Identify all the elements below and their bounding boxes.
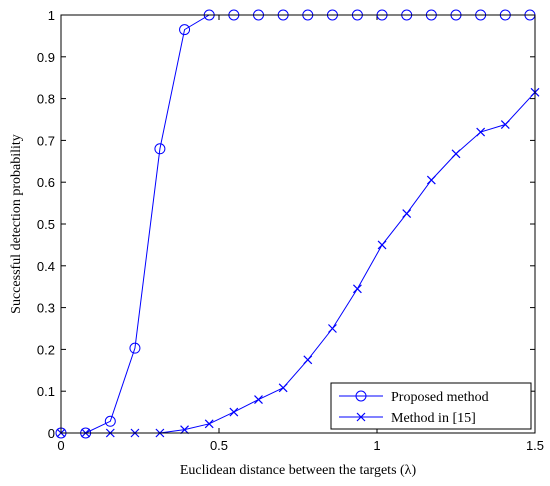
x-marker (500, 120, 510, 129)
circle-marker (179, 24, 191, 36)
x-tick-label: 0.5 (210, 438, 228, 453)
x-marker (451, 149, 461, 159)
legend-marker (355, 390, 367, 402)
x-marker (303, 355, 313, 365)
x-tick-label: 1.5 (526, 438, 544, 453)
plot-frame (60, 14, 536, 434)
y-tick-label: 0.6 (37, 175, 55, 190)
y-tick-label: 0.8 (37, 92, 55, 107)
legend-item-method-15: Method in [15] (339, 411, 476, 426)
y-tick-label: 0.4 (37, 259, 55, 274)
x-marker (377, 240, 387, 250)
x-marker (426, 175, 436, 185)
y-tick-label: 0.1 (37, 384, 55, 399)
legend-box (330, 382, 532, 430)
x-marker (180, 425, 189, 435)
x-marker (229, 407, 239, 417)
y-axis-label: Successful detection probability (9, 134, 24, 314)
circle-marker (104, 415, 116, 427)
y-tick-label: 0.3 (37, 301, 55, 316)
x-marker (278, 383, 288, 393)
circle-marker (129, 342, 141, 354)
x-marker (204, 419, 214, 429)
legend-marker (356, 412, 366, 422)
x-tick-label: 0 (57, 438, 64, 453)
x-marker (402, 209, 412, 218)
circle-marker (154, 143, 166, 155)
x-tick-label: 1 (373, 438, 380, 453)
legend-label-proposed: Proposed method (391, 390, 489, 405)
axis-ticks: 0 0.5 1 1.5 0 0.1 0.2 0.3 0.4 0.5 0.6 0.7 0.8 0.9 1 (37, 8, 544, 453)
legend-item-proposed: Proposed method (339, 390, 489, 405)
x-marker (254, 395, 263, 404)
legend: Proposed method Method in [15] (330, 382, 532, 430)
x-marker (328, 324, 337, 333)
x-marker (352, 284, 362, 294)
y-tick-label: 0.7 (37, 133, 55, 148)
y-tick-label: 0.5 (37, 217, 55, 232)
x-axis-label: Euclidean distance between the targets (… (180, 463, 417, 478)
y-tick-label: 0.2 (37, 342, 55, 357)
y-tick-label: 0 (48, 426, 55, 441)
x-marker (476, 127, 486, 137)
y-tick-label: 0.9 (37, 50, 55, 65)
legend-label-method-15: Method in [15] (391, 411, 476, 426)
y-tick-label: 1 (48, 8, 55, 23)
